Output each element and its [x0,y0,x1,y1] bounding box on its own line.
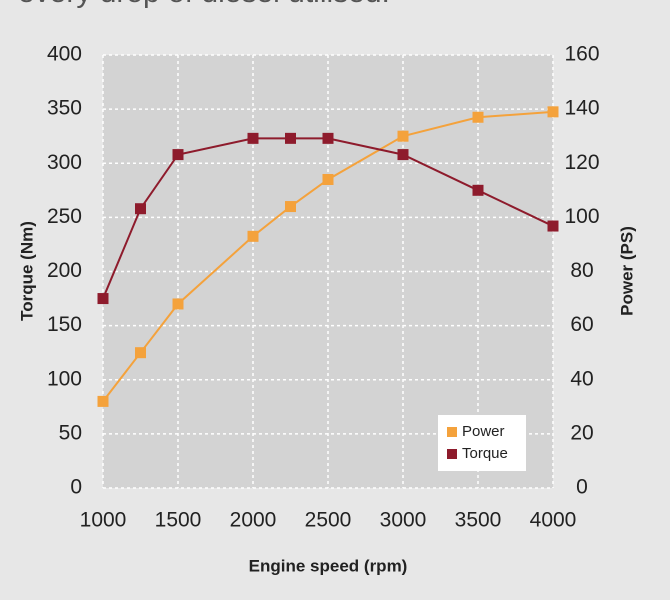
y-tick-label: 200 [47,259,82,282]
data-point [97,293,109,305]
y-tick-label: 50 [59,421,82,444]
legend-label: Torque [462,445,508,462]
legend-box [438,415,526,471]
y2-tick-label: 40 [570,367,593,390]
y2-tick-label: 160 [564,43,599,66]
y2-tick-label: 100 [564,205,599,228]
x-tick-label: 1500 [155,509,202,532]
data-point [322,173,334,185]
data-point [247,230,259,242]
y2-tick-label: 140 [564,97,599,120]
y-tick-label: 300 [47,151,82,174]
data-point [247,132,259,144]
legend-swatch [447,427,457,437]
y-axis-title: Torque (Nm) [17,221,36,321]
data-point [472,184,484,196]
caption: every drop of diesel utilised. [18,0,390,9]
y-tick-label: 150 [47,313,82,336]
x-tick-label: 4000 [530,509,577,532]
x-tick-label: 2500 [305,509,352,532]
data-point [397,149,409,161]
y2-tick-label: 80 [570,259,593,282]
y-tick-label: 350 [47,97,82,120]
data-point [397,130,409,142]
x-axis-title: Engine speed (rpm) [249,556,408,575]
legend-label: Power [462,423,505,440]
y2-tick-label: 20 [570,421,593,444]
y2-axis-title: Power (PS) [617,226,636,316]
y2-tick-label: 0 [576,476,588,499]
data-point [135,203,146,215]
y2-tick-label: 60 [570,313,593,336]
y-tick-label: 250 [47,205,82,228]
x-tick-label: 2000 [230,509,277,532]
data-point [547,220,559,232]
data-point [472,111,484,123]
data-point [172,298,184,310]
data-point [322,132,334,144]
x-tick-label: 3500 [455,509,502,532]
data-point [285,201,296,213]
data-point [172,149,184,161]
data-point [97,395,109,407]
y-tick-label: 100 [47,367,82,390]
y-tick-label: 400 [47,43,82,66]
y-tick-label: 0 [70,476,82,499]
data-point [285,132,296,144]
data-point [135,347,146,359]
y2-tick-label: 120 [564,151,599,174]
data-point [547,106,559,118]
x-tick-label: 1000 [80,509,127,532]
legend-swatch [447,449,457,459]
x-tick-label: 3000 [380,509,427,532]
